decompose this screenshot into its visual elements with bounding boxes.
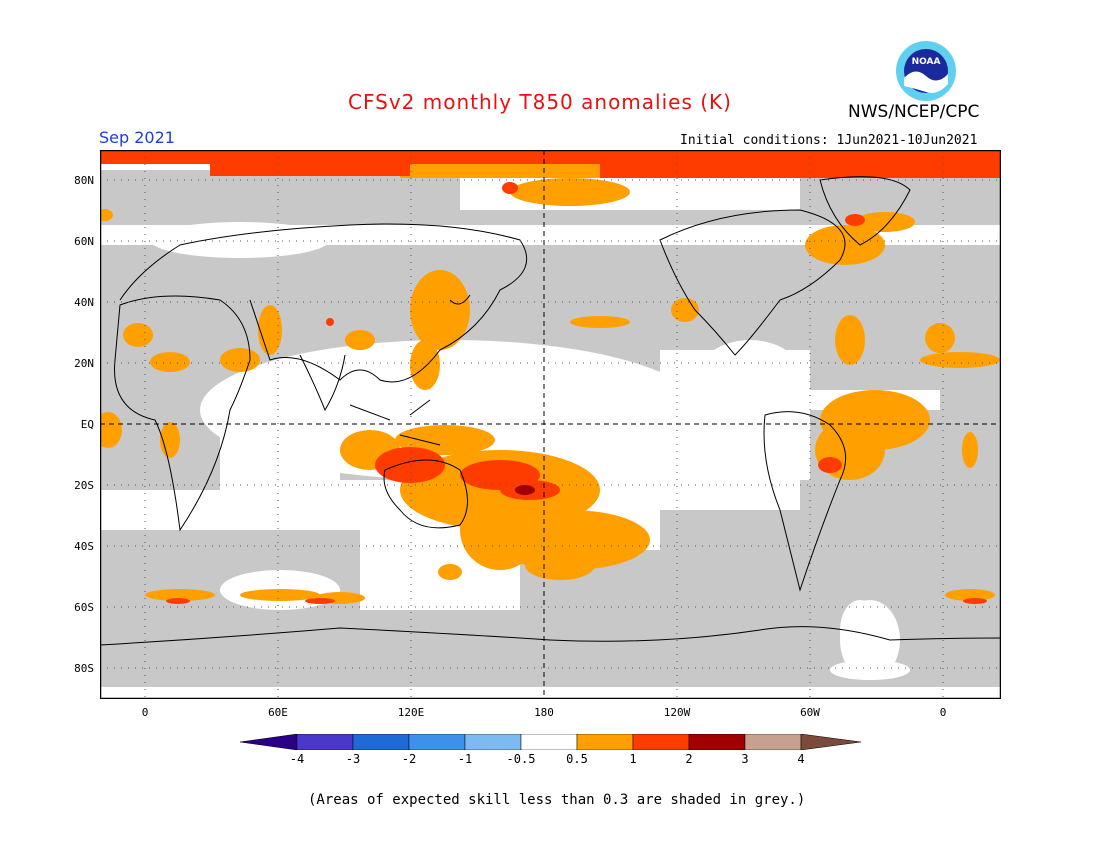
colorbar-arrow-high (800, 734, 862, 750)
colorbar-label-m4: -4 (289, 752, 305, 766)
colorbar-label-1: 1 (629, 752, 637, 766)
skill-footnote: (Areas of expected skill less than 0.3 a… (308, 792, 806, 808)
colorbar-swatch-m4-m3 (296, 734, 354, 750)
lat-label-eq: EQ (80, 418, 94, 431)
warm-anomaly-2-3 (515, 485, 535, 495)
grid-lines (100, 150, 1001, 699)
colorbar-swatch-2-3 (688, 734, 746, 750)
svg-text:NOAA: NOAA (912, 57, 941, 67)
lat-label-40n: 40N (74, 296, 94, 309)
lon-label-120e: 120E (397, 706, 425, 719)
colorbar-label-3: 3 (741, 752, 749, 766)
colorbar-label-2: 2 (685, 752, 693, 766)
lon-label-0-east: 0 (939, 706, 947, 719)
lon-label-0-west: 0 (141, 706, 149, 719)
colorbar-label-m05: -0.5 (506, 752, 536, 766)
colorbar-arrow-low (240, 734, 298, 750)
warm-anomaly-1-2 (100, 150, 1000, 604)
initial-conditions: Initial conditions: 1Jun2021-10Jun2021 (680, 133, 978, 148)
lat-label-60s: 60S (74, 601, 94, 614)
colorbar-swatch-05-1 (576, 734, 634, 750)
color-bar (240, 734, 862, 750)
colorbar-swatch-m2-m1 (408, 734, 466, 750)
lat-label-80n: 80N (74, 174, 94, 187)
lat-label-40s: 40S (74, 540, 94, 553)
lon-label-60e: 60E (268, 706, 288, 719)
lat-label-20s: 20S (74, 479, 94, 492)
anomaly-map (100, 150, 1001, 699)
colorbar-label-m3: -3 (345, 752, 361, 766)
colorbar-label-4: 4 (797, 752, 805, 766)
colorbar-label-m1: -1 (457, 752, 473, 766)
colorbar-swatch-m05-05 (520, 734, 578, 750)
organization-label: NWS/NCEP/CPC (848, 102, 980, 122)
target-month: Sep 2021 (99, 128, 175, 147)
lat-label-20n: 20N (74, 357, 94, 370)
colorbar-swatch-m1-m05 (464, 734, 522, 750)
colorbar-swatch-m3-m2 (352, 734, 410, 750)
lon-label-180: 180 (534, 706, 554, 719)
lon-label-120w: 120W (663, 706, 691, 719)
colorbar-label-05: 0.5 (566, 752, 588, 766)
lon-label-60w: 60W (800, 706, 820, 719)
lat-label-60n: 60N (74, 235, 94, 248)
colorbar-label-m2: -2 (401, 752, 417, 766)
colorbar-swatch-1-2 (632, 734, 690, 750)
noaa-logo: NOAA (896, 41, 956, 101)
colorbar-swatch-3-4 (744, 734, 802, 750)
map-title: CFSv2 monthly T850 anomalies (K) (348, 90, 732, 114)
lat-label-80s: 80S (74, 662, 94, 675)
coastlines (100, 176, 1001, 646)
